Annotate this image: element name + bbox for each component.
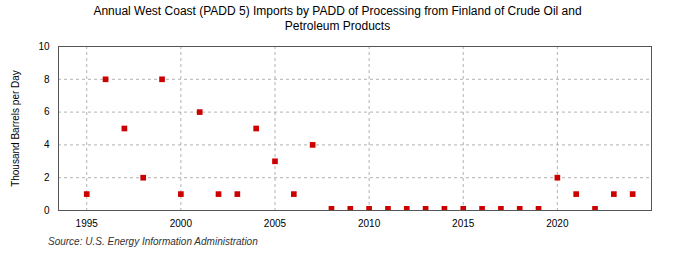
svg-text:2020: 2020 — [546, 218, 569, 229]
svg-text:1995: 1995 — [76, 218, 99, 229]
svg-text:2: 2 — [44, 172, 50, 183]
svg-text:2010: 2010 — [358, 218, 381, 229]
html-text:Source: U.S. Energy Informatio: Source: U.S. Energy Information Administ… — [48, 236, 258, 247]
svg-text:2005: 2005 — [264, 218, 287, 229]
svg-text:6: 6 — [44, 106, 50, 117]
svg-text:0: 0 — [44, 205, 50, 216]
html-text:Annual West Coast (PADD 5) Imp: Annual West Coast (PADD 5) Imports by PA… — [93, 4, 582, 33]
svg-text:2000: 2000 — [170, 218, 193, 229]
svg-text:8: 8 — [44, 74, 50, 85]
svg-text:2015: 2015 — [452, 218, 475, 229]
svg-text:10: 10 — [38, 41, 50, 52]
svg-text:Thousand Barrels per Day: Thousand Barrels per Day — [10, 70, 21, 187]
svg-text:4: 4 — [44, 139, 50, 150]
